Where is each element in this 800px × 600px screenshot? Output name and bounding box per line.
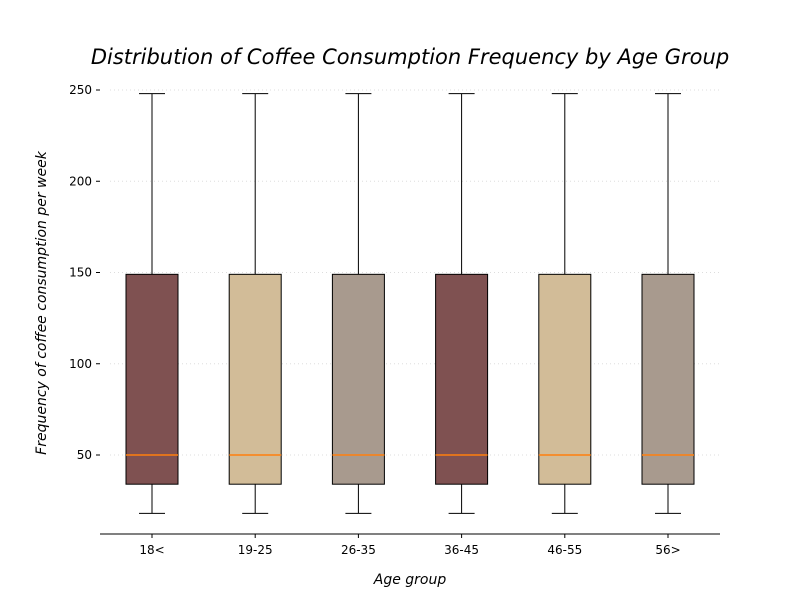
box-3 bbox=[331, 93, 385, 514]
box-iqr bbox=[641, 273, 695, 485]
box-iqr bbox=[331, 273, 385, 485]
box-5 bbox=[538, 93, 592, 514]
x-tick-label: 26-35 bbox=[341, 543, 376, 557]
y-gridlines bbox=[110, 89, 720, 456]
x-tick-label: 46-55 bbox=[547, 543, 582, 557]
box-4 bbox=[435, 93, 489, 514]
chart-title: Distribution of Coffee Consumption Frequ… bbox=[91, 45, 729, 69]
box-iqr bbox=[435, 273, 489, 485]
x-tick-label: 56> bbox=[655, 543, 680, 557]
y-tick-label: 100 bbox=[69, 357, 92, 371]
box-6 bbox=[641, 93, 695, 514]
y-axis: 50 100 150 200 250 bbox=[69, 83, 100, 462]
y-tick-label: 250 bbox=[69, 83, 92, 97]
box-2 bbox=[228, 93, 282, 514]
box-1 bbox=[125, 93, 179, 514]
y-tick-label: 150 bbox=[69, 266, 92, 280]
x-tick-label: 18< bbox=[139, 543, 164, 557]
x-axis-label: Age group bbox=[373, 572, 447, 588]
x-tick-label: 36-45 bbox=[444, 543, 479, 557]
boxes bbox=[125, 93, 695, 514]
box-iqr bbox=[538, 273, 592, 485]
box-iqr bbox=[125, 273, 179, 485]
y-tick-label: 50 bbox=[77, 448, 92, 462]
y-axis-label: Frequency of coffee consumption per week bbox=[34, 150, 50, 455]
y-tick-label: 200 bbox=[69, 174, 92, 188]
box-iqr bbox=[228, 273, 282, 485]
x-axis: 18< 19-25 26-35 36-45 46-55 56> bbox=[139, 534, 681, 557]
x-tick-label: 19-25 bbox=[238, 543, 273, 557]
